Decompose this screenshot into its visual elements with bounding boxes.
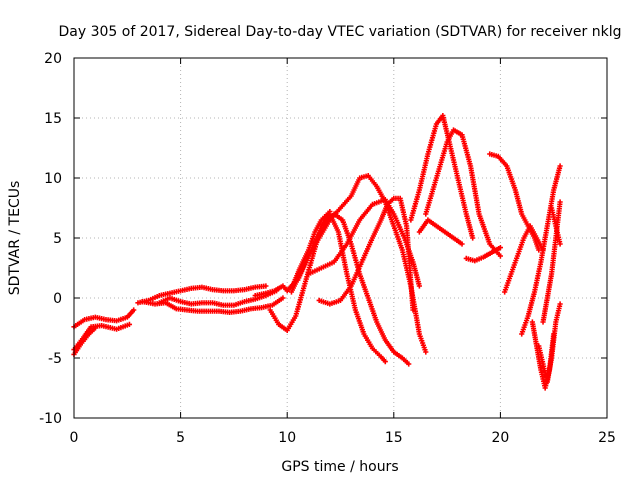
series-arc-g (252, 209, 333, 299)
marker-trace (156, 288, 280, 308)
x-tick-label: 5 (176, 430, 185, 446)
y-axis-title: SDTVAR / TECUs (7, 181, 23, 296)
marker-trace (519, 163, 563, 337)
marker-trace (423, 127, 503, 259)
chart-title: Day 305 of 2017, Sidereal Day-to-day VTE… (59, 24, 622, 40)
series-arc-c (71, 325, 98, 357)
marker-trace (536, 301, 563, 385)
series-arc-e (139, 295, 286, 315)
y-tick-label: 20 (44, 51, 62, 67)
x-tick-label: 25 (598, 430, 616, 446)
series-arc-p (463, 245, 503, 264)
series-arc-o (416, 217, 465, 247)
marker-trace (316, 195, 416, 313)
series-arc-q (487, 151, 542, 253)
marker-trace (252, 209, 333, 299)
marker-trace (135, 283, 269, 306)
grid-lines (74, 58, 607, 418)
marker-trace (71, 321, 133, 353)
series-arc-k (305, 197, 422, 289)
marker-trace (548, 205, 563, 247)
y-tick-label: 15 (44, 111, 62, 127)
y-tick-label: -5 (48, 351, 62, 367)
series-arc-m (408, 113, 476, 241)
marker-trace (408, 113, 476, 241)
marker-trace (71, 325, 98, 357)
series-arc-l (316, 195, 416, 313)
data-markers (71, 113, 563, 391)
x-tick-label: 10 (278, 430, 296, 446)
y-tick-label: 10 (44, 171, 62, 187)
y-tick-label: -10 (39, 411, 62, 427)
marker-trace (502, 223, 546, 295)
y-tick-label: 0 (53, 291, 62, 307)
series-arc-r (502, 223, 546, 295)
series-arc-s (519, 163, 563, 337)
marker-trace (305, 197, 422, 289)
x-tick-label: 15 (385, 430, 403, 446)
marker-trace (416, 217, 465, 247)
series-arc-u (536, 301, 563, 385)
marker-trace (267, 211, 388, 365)
marker-trace (487, 151, 542, 253)
marker-trace (463, 245, 503, 264)
marker-trace (139, 295, 286, 315)
series-arc-h (267, 211, 388, 365)
series-arc-b (71, 321, 133, 353)
series-arc-w (548, 205, 563, 247)
y-tick-label: 5 (53, 231, 62, 247)
series-arc-d (135, 283, 269, 306)
x-tick-label: 0 (70, 430, 79, 446)
series-arc-n (423, 127, 503, 259)
series-arc-f (156, 288, 280, 308)
x-tick-label: 20 (491, 430, 509, 446)
tick-labels: 0 5 10 15 20 25 -10 -5 0 5 10 15 20 (39, 51, 616, 446)
axis-ticks (73, 57, 608, 419)
x-axis-title: GPS time / hours (281, 459, 398, 475)
